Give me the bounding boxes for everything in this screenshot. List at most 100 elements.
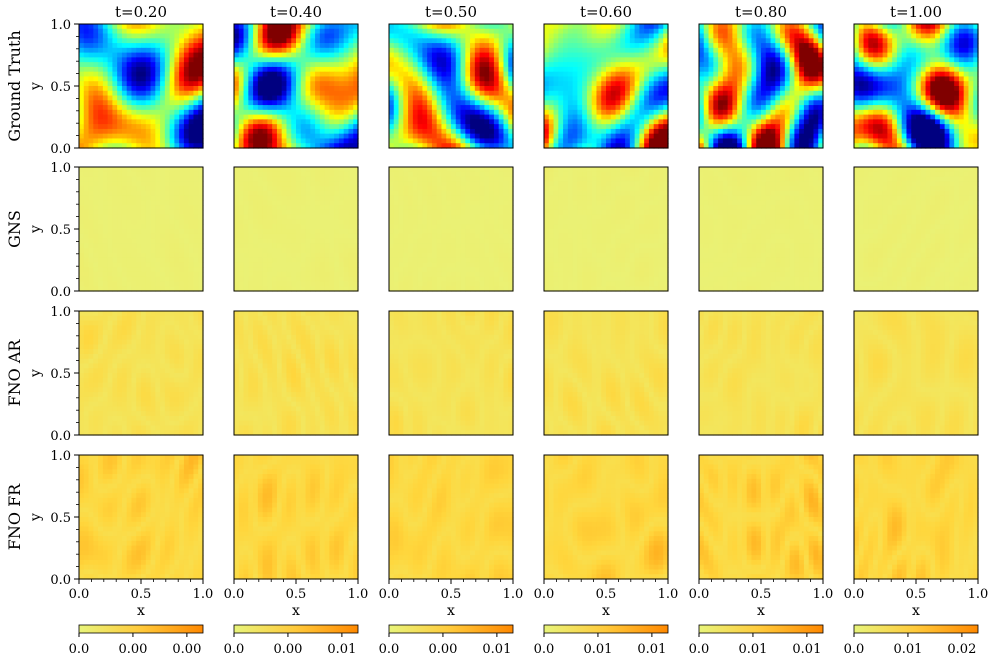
heatmap-cell — [83, 133, 90, 140]
heatmap-cell — [267, 143, 273, 149]
heatmap-cell — [572, 109, 578, 116]
heatmap-cell — [417, 24, 423, 30]
heatmap-cell — [858, 128, 865, 135]
heatmap-cell — [243, 66, 249, 73]
heatmap-cell — [389, 133, 395, 140]
heatmap-cell — [658, 71, 664, 78]
heatmap-cell — [780, 43, 786, 49]
heatmap-cell — [164, 105, 171, 111]
heatmap-cell — [653, 95, 660, 101]
heatmap-cell — [794, 100, 800, 106]
heatmap-cell — [882, 128, 888, 135]
heatmap-cell — [243, 52, 249, 58]
heatmap-cell — [873, 47, 879, 54]
heatmap-cell — [896, 133, 903, 140]
heatmap-cell — [794, 119, 800, 125]
heatmap-cell — [794, 81, 800, 87]
heatmap-cell — [389, 95, 395, 101]
heatmap-cell — [784, 86, 791, 92]
heatmap-cell — [732, 66, 738, 73]
heatmap-cell — [131, 105, 137, 111]
heatmap-cell — [713, 95, 719, 101]
heatmap-cell — [155, 33, 161, 39]
heatmap-cell — [319, 47, 326, 54]
heatmap-cell — [276, 186, 283, 192]
heatmap-cell — [107, 43, 113, 49]
heatmap-cell — [451, 71, 457, 78]
heatmap-cell — [112, 57, 118, 63]
heatmap-cell — [164, 57, 171, 63]
heatmap-cell — [892, 52, 898, 58]
heatmap-cell — [300, 171, 307, 178]
heatmap-cell — [417, 124, 423, 130]
heatmap-cell — [281, 28, 288, 35]
heatmap-cell — [789, 109, 795, 116]
heatmap-cell — [741, 38, 748, 44]
heatmap-cell — [648, 38, 655, 44]
heatmap-cell — [131, 95, 137, 101]
heatmap-cell — [234, 95, 240, 101]
heatmap-cell — [281, 176, 288, 182]
heatmap-cell — [296, 114, 302, 120]
heatmap-cell — [436, 57, 443, 63]
heatmap-cell — [88, 200, 94, 206]
heatmap-cell — [253, 176, 259, 182]
heatmap-cell — [746, 128, 753, 135]
heatmap-cell — [160, 214, 166, 221]
heatmap-cell — [498, 128, 505, 135]
heatmap-cell — [958, 76, 965, 82]
heatmap-cell — [107, 28, 113, 35]
heatmap-cell — [925, 52, 931, 58]
heatmap-cell — [877, 105, 884, 111]
heatmap-cell — [183, 133, 190, 140]
heatmap-cell — [88, 167, 94, 173]
heatmap-cell — [403, 109, 409, 116]
heatmap-cell — [276, 119, 283, 125]
heatmap-cell — [582, 143, 588, 149]
heatmap-cell — [789, 138, 795, 144]
heatmap-cell — [741, 62, 748, 68]
heatmap-cell — [98, 138, 104, 144]
heatmap-cell — [174, 219, 180, 225]
heatmap-cell — [102, 119, 109, 125]
heatmap-cell — [548, 90, 555, 97]
heatmap-cell — [169, 52, 175, 58]
heatmap-cell — [596, 105, 602, 111]
heatmap-cell — [305, 90, 311, 97]
heatmap-cell — [553, 119, 559, 125]
heatmap-cell — [296, 195, 302, 201]
heatmap-cell — [911, 33, 917, 39]
heatmap-cell — [431, 43, 438, 49]
heatmap-cell — [107, 109, 113, 116]
heatmap-cell — [620, 109, 626, 116]
heatmap-cell — [615, 119, 621, 125]
heatmap-cell — [338, 95, 345, 101]
heatmap-cell — [300, 128, 307, 135]
heatmap-cell — [253, 57, 259, 63]
heatmap-cell — [107, 281, 113, 287]
heatmap-cell — [751, 24, 757, 30]
heatmap-cell — [615, 81, 621, 87]
heatmap-cell — [296, 71, 302, 78]
heatmap-cell — [727, 124, 733, 130]
heatmap-cell — [548, 33, 555, 39]
heatmap-cell — [596, 114, 602, 120]
heatmap-cell — [648, 100, 655, 106]
heatmap-cell — [281, 33, 288, 39]
heatmap-cell — [353, 176, 359, 182]
heatmap-cell — [596, 62, 602, 68]
heatmap-cell — [319, 62, 326, 68]
heatmap-cell — [973, 90, 979, 97]
heatmap-cell — [722, 71, 729, 78]
heatmap-cell — [164, 95, 171, 101]
heatmap-cell — [808, 114, 815, 120]
heatmap-cell — [780, 52, 786, 58]
heatmap-cell — [803, 86, 810, 92]
heatmap-cell — [911, 47, 917, 54]
heatmap-cell — [508, 81, 514, 87]
heatmap-cell — [582, 90, 588, 97]
heatmap-cell — [348, 119, 354, 125]
heatmap-cell — [248, 124, 254, 130]
heatmap-cell — [174, 286, 180, 292]
heatmap-cell — [615, 62, 621, 68]
